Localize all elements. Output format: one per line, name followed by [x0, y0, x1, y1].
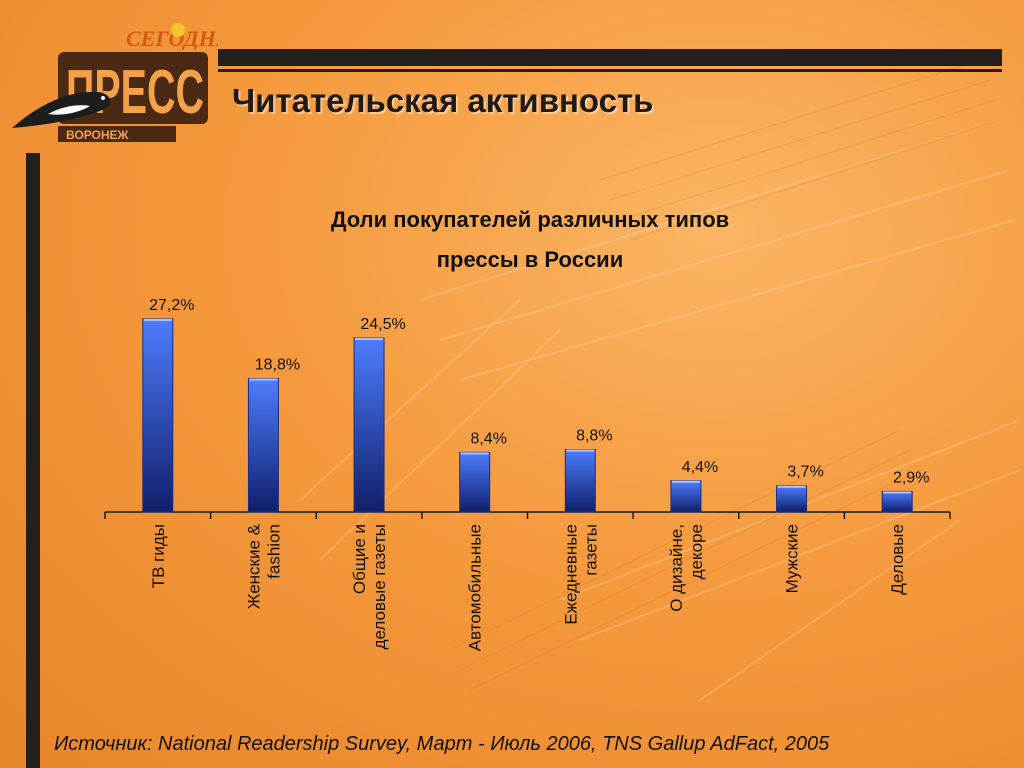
bar-highlight: [143, 318, 172, 321]
bar: [247, 378, 279, 513]
sun-icon: [171, 23, 185, 37]
category-label: Деловые: [888, 524, 907, 595]
bar-highlight: [249, 378, 278, 381]
logo: СЕГОДНЯ ПРЕСС ВОРОНЕЖ: [12, 23, 218, 142]
category-label: ТВ гиды: [149, 524, 168, 588]
source-note: Источник: National Readership Survey, Ма…: [54, 733, 830, 755]
bar-highlight: [883, 491, 912, 494]
data-label: 2,9%: [893, 469, 929, 486]
bar: [459, 451, 491, 513]
chart-title-line: Доли покупателей различных типов: [330, 207, 730, 232]
chart-title-line: прессы в России: [436, 247, 624, 272]
chart-title: Доли покупателей различных типов прессы …: [230, 200, 830, 280]
bar: [670, 480, 702, 513]
page-title: Читательская активность: [232, 82, 654, 119]
bar: [142, 318, 174, 513]
category-label-line: Ежедневные: [561, 524, 580, 625]
data-label: 4,4%: [682, 459, 718, 476]
category-label-line: Мужские: [783, 524, 802, 593]
category-label-line: Деловые: [888, 524, 907, 595]
category-label-line: Автомобильные: [466, 524, 485, 651]
category-label-line: деловые газеты: [370, 524, 389, 649]
left-accent-bar: [26, 153, 40, 768]
bar-highlight: [566, 449, 595, 452]
category-label-line: декоре: [687, 524, 706, 579]
data-label: 8,4%: [470, 430, 506, 447]
category-label-line: Женские &: [244, 523, 263, 609]
category-label: Женские & fashion: [244, 523, 283, 609]
category-label: Автомобильные: [466, 524, 485, 651]
bar-highlight: [777, 485, 806, 488]
category-label-line: газеты: [581, 524, 600, 576]
category-label-line: ТВ гиды: [149, 524, 168, 588]
category-label-line: fashion: [264, 524, 283, 579]
bar: [881, 490, 913, 513]
category-label: Ежедневные газеты: [561, 524, 600, 625]
bar-highlight: [671, 480, 700, 483]
category-label: Мужские: [783, 524, 802, 593]
bar: [776, 485, 808, 513]
header-bar-line: [218, 69, 1002, 72]
category-label-line: Общие и: [350, 524, 369, 594]
bar: [564, 449, 596, 513]
category-label-line: О дизайне,: [667, 524, 686, 612]
data-label: 24,5%: [360, 316, 405, 333]
category-label: Общие и деловые газеты: [350, 524, 389, 649]
bar-highlight: [355, 338, 384, 341]
logo-city-text: ВОРОНЕЖ: [66, 128, 129, 142]
bar-highlight: [460, 452, 489, 455]
header-bar: [218, 49, 1002, 66]
data-label: 8,8%: [576, 428, 612, 445]
bar: [353, 337, 385, 513]
category-label: О дизайне, декоре: [667, 524, 706, 612]
data-label: 3,7%: [787, 464, 823, 481]
data-label: 18,8%: [255, 357, 300, 374]
data-label: 27,2%: [149, 297, 194, 314]
